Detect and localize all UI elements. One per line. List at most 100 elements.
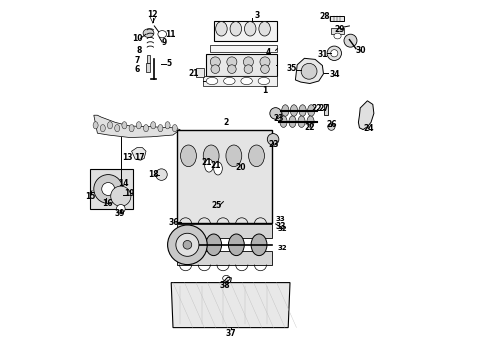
- Text: 25: 25: [211, 201, 221, 210]
- Text: 20: 20: [235, 163, 246, 172]
- Ellipse shape: [129, 125, 134, 132]
- Bar: [90, 169, 133, 209]
- Ellipse shape: [183, 234, 199, 256]
- Text: 33: 33: [275, 216, 285, 221]
- Ellipse shape: [280, 116, 287, 127]
- Ellipse shape: [344, 34, 357, 47]
- Bar: [214, 21, 276, 40]
- Ellipse shape: [216, 22, 227, 36]
- Text: 8: 8: [136, 46, 142, 55]
- Text: 4: 4: [266, 48, 271, 57]
- Text: 35: 35: [287, 64, 297, 73]
- Text: 22: 22: [312, 104, 322, 113]
- Ellipse shape: [214, 162, 222, 175]
- Ellipse shape: [327, 46, 342, 60]
- Ellipse shape: [223, 77, 235, 85]
- Ellipse shape: [156, 169, 167, 180]
- Text: 1: 1: [263, 86, 268, 95]
- Ellipse shape: [93, 122, 98, 129]
- Text: 10: 10: [132, 34, 142, 43]
- Ellipse shape: [180, 145, 196, 167]
- Text: 14: 14: [118, 179, 128, 188]
- Text: 21: 21: [189, 69, 199, 78]
- Text: 38: 38: [220, 281, 230, 290]
- Ellipse shape: [111, 186, 131, 206]
- Ellipse shape: [282, 105, 289, 116]
- Text: 23: 23: [273, 114, 284, 122]
- Text: 28: 28: [319, 13, 329, 22]
- Ellipse shape: [241, 77, 252, 85]
- Ellipse shape: [331, 50, 338, 57]
- Ellipse shape: [299, 105, 306, 116]
- Ellipse shape: [206, 234, 221, 256]
- Text: 7: 7: [134, 56, 140, 65]
- Ellipse shape: [158, 31, 167, 38]
- Ellipse shape: [183, 240, 192, 249]
- Polygon shape: [171, 283, 290, 328]
- Text: 26: 26: [326, 120, 337, 129]
- Text: 12: 12: [147, 10, 158, 19]
- Text: 34: 34: [329, 71, 340, 80]
- Ellipse shape: [100, 125, 105, 132]
- Ellipse shape: [206, 77, 218, 85]
- Ellipse shape: [168, 225, 207, 265]
- Ellipse shape: [226, 145, 242, 167]
- Text: 13: 13: [122, 153, 132, 162]
- Ellipse shape: [334, 33, 341, 39]
- Text: 30: 30: [356, 46, 366, 55]
- Ellipse shape: [251, 234, 267, 256]
- Polygon shape: [358, 101, 374, 130]
- Bar: [210, 45, 276, 52]
- Bar: [196, 68, 204, 77]
- Ellipse shape: [298, 116, 305, 127]
- Text: 21: 21: [210, 161, 221, 170]
- Ellipse shape: [227, 57, 237, 67]
- Text: 15: 15: [85, 192, 96, 201]
- Ellipse shape: [210, 57, 221, 67]
- Text: 19: 19: [124, 189, 134, 198]
- Bar: [331, 28, 344, 34]
- Text: 23: 23: [269, 140, 279, 149]
- Ellipse shape: [144, 125, 148, 132]
- Ellipse shape: [227, 65, 236, 73]
- Ellipse shape: [230, 22, 242, 36]
- Text: 32: 32: [277, 245, 287, 251]
- Ellipse shape: [270, 108, 281, 119]
- Ellipse shape: [291, 105, 297, 116]
- Text: 18: 18: [148, 170, 158, 179]
- Ellipse shape: [205, 159, 213, 172]
- Ellipse shape: [172, 125, 177, 132]
- Ellipse shape: [203, 145, 219, 167]
- Ellipse shape: [244, 65, 253, 73]
- Ellipse shape: [158, 125, 163, 132]
- Ellipse shape: [102, 183, 115, 195]
- Ellipse shape: [245, 22, 256, 36]
- Text: 22: 22: [305, 123, 315, 132]
- Bar: [147, 55, 149, 63]
- Text: 33: 33: [276, 222, 286, 231]
- Text: 11: 11: [166, 31, 176, 40]
- Bar: [176, 130, 272, 223]
- Text: 5: 5: [167, 59, 172, 68]
- Bar: [176, 251, 272, 265]
- Bar: [324, 104, 328, 115]
- Ellipse shape: [222, 275, 230, 281]
- Ellipse shape: [176, 233, 199, 256]
- Text: 36: 36: [169, 218, 179, 227]
- Ellipse shape: [260, 57, 270, 67]
- Text: 3: 3: [255, 11, 260, 20]
- Text: 21: 21: [201, 158, 212, 167]
- Text: 37: 37: [225, 328, 236, 338]
- Bar: [147, 63, 150, 72]
- Text: 16: 16: [102, 199, 113, 208]
- Text: 24: 24: [363, 124, 374, 133]
- Text: 29: 29: [334, 25, 344, 34]
- Text: 17: 17: [135, 153, 145, 162]
- Polygon shape: [94, 115, 180, 138]
- Text: 32: 32: [277, 226, 287, 232]
- Ellipse shape: [122, 122, 127, 129]
- Ellipse shape: [136, 122, 141, 129]
- Ellipse shape: [268, 134, 279, 145]
- Ellipse shape: [258, 77, 270, 85]
- Bar: [206, 54, 276, 76]
